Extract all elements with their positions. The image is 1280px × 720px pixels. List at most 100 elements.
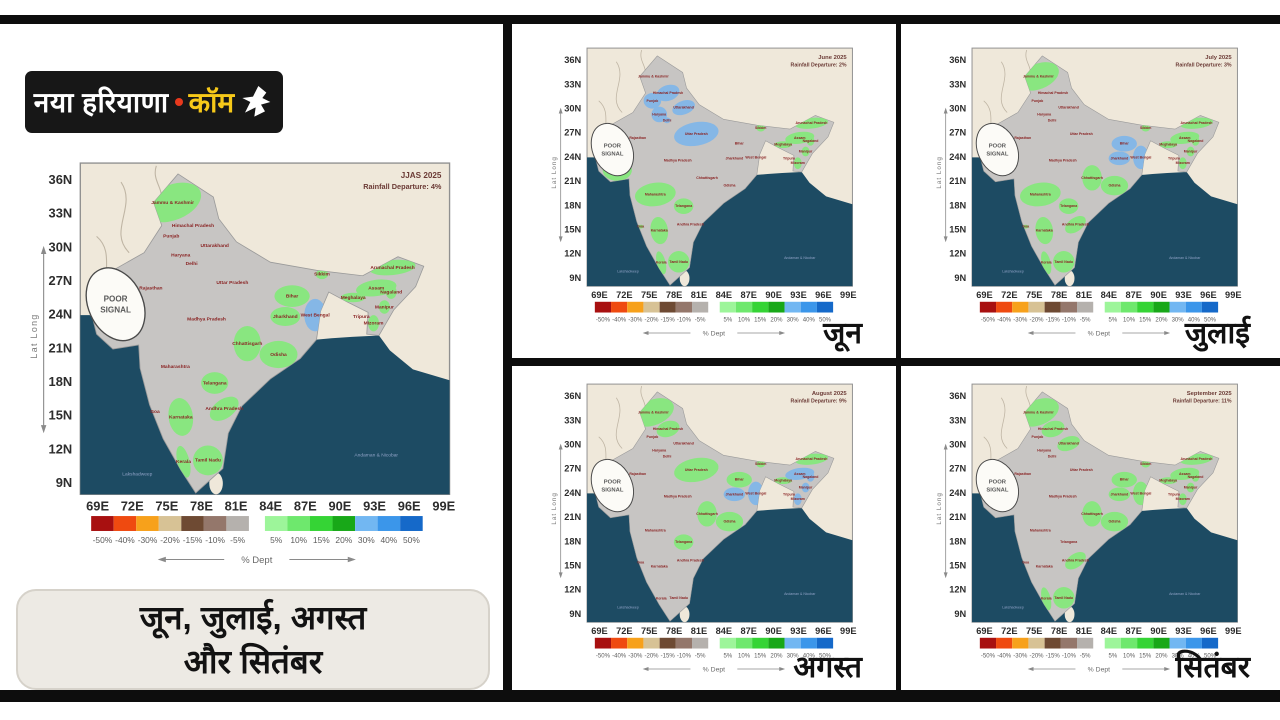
svg-text:30N: 30N (564, 104, 581, 114)
svg-text:-5%: -5% (695, 653, 706, 659)
svg-text:96E: 96E (815, 626, 831, 636)
svg-text:Tamil Nadu: Tamil Nadu (195, 458, 221, 464)
svg-text:Jammu & Kashmir: Jammu & Kashmir (151, 200, 194, 206)
svg-text:24N: 24N (564, 152, 581, 162)
svg-text:9N: 9N (954, 609, 966, 619)
svg-text:30%: 30% (358, 535, 375, 545)
svg-text:-20%: -20% (1029, 317, 1044, 323)
svg-text:Sikkim: Sikkim (755, 126, 766, 130)
svg-text:96E: 96E (1200, 290, 1216, 300)
svg-text:Jammu & Kashmir: Jammu & Kashmir (638, 410, 669, 414)
svg-text:-30%: -30% (1013, 653, 1028, 659)
poor-signal-badge (85, 267, 146, 342)
svg-text:27N: 27N (949, 464, 966, 474)
svg-text:Tripura: Tripura (353, 314, 370, 320)
svg-text:Assam: Assam (1179, 472, 1190, 476)
svg-text:Jammu & Kashmir: Jammu & Kashmir (1023, 74, 1054, 78)
svg-text:Andhra Pradesh: Andhra Pradesh (205, 406, 243, 412)
svg-text:Madhya Pradesh: Madhya Pradesh (664, 158, 692, 162)
brand-name: नया हरियाणा (33, 87, 169, 118)
svg-text:Telangana: Telangana (1060, 540, 1077, 544)
svg-text:Uttar Pradesh: Uttar Pradesh (1070, 132, 1093, 136)
svg-text:-50%: -50% (981, 317, 996, 323)
svg-text:West Bengal: West Bengal (301, 312, 331, 318)
brand-dot-icon (174, 98, 183, 106)
left-panel: नया हरियाणा कॉम Lakshadweep Andaman & Nic… (0, 24, 503, 690)
svg-text:99E: 99E (840, 626, 856, 636)
svg-text:-50%: -50% (596, 653, 611, 659)
svg-text:Tamil Nadu: Tamil Nadu (1054, 260, 1073, 264)
svg-text:Maharashtra: Maharashtra (1030, 528, 1051, 532)
svg-text:40%: 40% (803, 653, 816, 659)
svg-text:SIGNAL: SIGNAL (986, 151, 1009, 157)
svg-text:POOR: POOR (104, 295, 128, 304)
svg-text:-15%: -15% (1046, 317, 1061, 323)
svg-text:24N: 24N (49, 307, 73, 322)
svg-text:20%: 20% (770, 317, 783, 323)
svg-text:Assam: Assam (1179, 136, 1190, 140)
svg-text:40%: 40% (803, 317, 816, 323)
svg-text:27N: 27N (564, 128, 581, 138)
svg-text:Lakshadweep: Lakshadweep (617, 270, 639, 274)
svg-text:99E: 99E (1225, 626, 1241, 636)
svg-text:87E: 87E (1126, 290, 1142, 300)
svg-text:Himachal Pradesh: Himachal Pradesh (653, 427, 683, 431)
svg-text:Arunachal Pradesh: Arunachal Pradesh (796, 457, 828, 461)
month-label-july: जुलाई (1184, 317, 1250, 350)
svg-text:-50%: -50% (93, 535, 113, 545)
svg-text:Odisha: Odisha (724, 520, 736, 524)
map-title: July 2025 (1205, 55, 1232, 61)
legend-caption: % Dept (1088, 330, 1110, 337)
month-label-august: अगस्त (793, 651, 862, 684)
svg-text:87E: 87E (1126, 626, 1142, 636)
legend-caption: % Dept (703, 330, 725, 337)
svg-text:Meghalaya: Meghalaya (774, 143, 792, 147)
svg-text:Telangana: Telangana (675, 540, 692, 544)
svg-text:21N: 21N (949, 176, 966, 186)
svg-text:Delhi: Delhi (1048, 454, 1057, 458)
svg-text:Jharkhand: Jharkhand (1111, 492, 1129, 496)
svg-text:Maharashtra: Maharashtra (161, 364, 190, 370)
svg-text:Jammu & Kashmir: Jammu & Kashmir (638, 74, 669, 78)
svg-text:Lakshadweep: Lakshadweep (1002, 606, 1024, 610)
svg-text:Himachal Pradesh: Himachal Pradesh (1038, 91, 1068, 95)
svg-text:Kerala: Kerala (176, 459, 191, 465)
caption-line2: और सितंबर (183, 642, 323, 680)
svg-text:9N: 9N (569, 273, 581, 283)
svg-text:72E: 72E (616, 626, 632, 636)
svg-text:Chhattisgarh: Chhattisgarh (696, 176, 718, 180)
svg-text:Tamil Nadu: Tamil Nadu (1054, 596, 1073, 600)
svg-text:Jharkhand: Jharkhand (726, 156, 744, 160)
svg-text:Assam: Assam (368, 285, 385, 291)
svg-text:Nagaland: Nagaland (1188, 475, 1204, 479)
svg-text:27N: 27N (49, 273, 73, 288)
svg-text:9N: 9N (954, 273, 966, 283)
svg-text:Arunachal Pradesh: Arunachal Pradesh (370, 265, 414, 271)
poor-signal-badge (590, 458, 635, 513)
svg-text:Odisha: Odisha (270, 352, 287, 358)
top-rule (0, 15, 1280, 24)
svg-text:POOR: POOR (604, 144, 622, 150)
legend-caption: % Dept (241, 555, 273, 566)
svg-text:Tamil Nadu: Tamil Nadu (669, 596, 688, 600)
svg-text:Haryana: Haryana (1037, 448, 1051, 452)
svg-text:93E: 93E (790, 626, 806, 636)
svg-text:87E: 87E (741, 290, 757, 300)
svg-text:15N: 15N (564, 225, 581, 235)
svg-text:Assam: Assam (794, 136, 805, 140)
svg-text:Uttarakhand: Uttarakhand (200, 243, 228, 249)
map-subtitle: Rainfall Departure: 2% (791, 63, 847, 69)
svg-text:-15%: -15% (661, 653, 676, 659)
india-map-svg: Lakshadweep Andaman & Nicobar Jammu & Kash… (551, 383, 857, 673)
svg-text:Delhi: Delhi (663, 118, 672, 122)
svg-text:-20%: -20% (1029, 653, 1044, 659)
svg-text:5%: 5% (270, 535, 283, 545)
svg-text:Arunachal Pradesh: Arunachal Pradesh (796, 121, 828, 125)
svg-text:-5%: -5% (1080, 317, 1091, 323)
brand-logo: नया हरियाणा कॉम (25, 71, 283, 133)
svg-text:90E: 90E (765, 626, 781, 636)
map-september: Lakshadweep Andaman & Nicobar Jammu & Kash… (933, 376, 1255, 681)
svg-text:21N: 21N (949, 512, 966, 522)
svg-text:99E: 99E (1225, 290, 1241, 300)
svg-text:Tripura: Tripura (783, 492, 795, 496)
